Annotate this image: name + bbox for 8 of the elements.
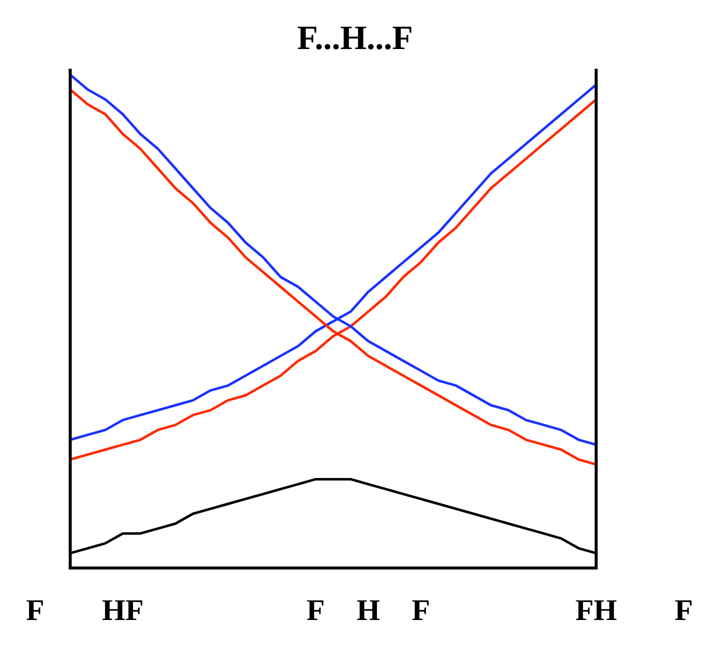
x-tick-label: F [306, 594, 325, 627]
x-tick-label: F [674, 594, 693, 627]
x-tick-label: H [356, 594, 380, 627]
x-tick-label: F [26, 594, 44, 627]
x-tick-label: FH [575, 594, 618, 627]
chart-title: F...H...F [297, 20, 413, 58]
x-tick-label: HF [102, 594, 144, 627]
x-tick-label: F [412, 594, 430, 627]
